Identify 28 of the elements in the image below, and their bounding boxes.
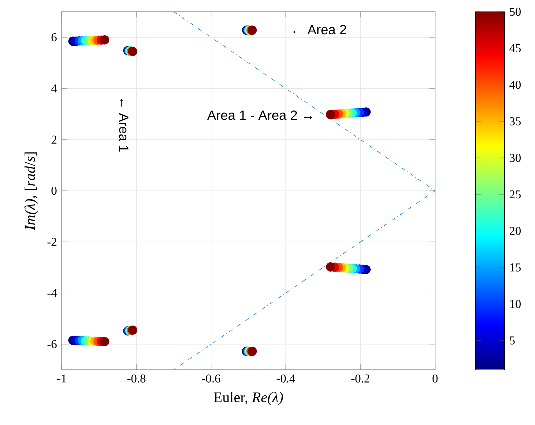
x-tick-label: -0.4 bbox=[276, 374, 296, 383]
x-tick-label: -0.2 bbox=[352, 374, 370, 383]
color-bar-label: 50 bbox=[510, 8, 521, 16]
color-bar-label: 20 bbox=[510, 227, 521, 236]
color-bar-label: 30 bbox=[510, 154, 521, 162]
y-tick-label: 6 bbox=[52, 34, 57, 42]
color-bar-label: 35 bbox=[510, 118, 521, 126]
x-tick-label: -0.8 bbox=[128, 374, 146, 383]
x-tick-label: 0 bbox=[432, 374, 438, 383]
y-tick-label: 0 bbox=[52, 186, 57, 196]
color-bar-label: 10 bbox=[510, 300, 521, 308]
color-bar-label: 45 bbox=[510, 44, 521, 53]
color-bar-label: 40 bbox=[510, 81, 521, 90]
color-bar-label: 25 bbox=[510, 190, 521, 199]
y-tick-label: -4 bbox=[48, 289, 58, 298]
annotation: Area 1 - Area 2 → bbox=[207, 110, 312, 120]
x-tick-label: -0.6 bbox=[202, 374, 220, 383]
x-axis-title: Euler, Re(λ) bbox=[214, 392, 284, 406]
color-bar-label: 5 bbox=[510, 336, 515, 345]
y-tick-label: -2 bbox=[48, 238, 57, 246]
x-tick-label: -1 bbox=[57, 374, 66, 383]
y-tick-label: 4 bbox=[52, 84, 58, 93]
y-tick-label: -6 bbox=[48, 340, 57, 348]
annotation: ← Area 2 bbox=[293, 25, 346, 35]
annotation: ← Area 1 bbox=[119, 98, 129, 152]
color-bar-label: 15 bbox=[510, 264, 521, 272]
y-axis-title: Im(λ), [rad/s] bbox=[24, 152, 38, 231]
y-tick-label: 2 bbox=[52, 136, 57, 144]
